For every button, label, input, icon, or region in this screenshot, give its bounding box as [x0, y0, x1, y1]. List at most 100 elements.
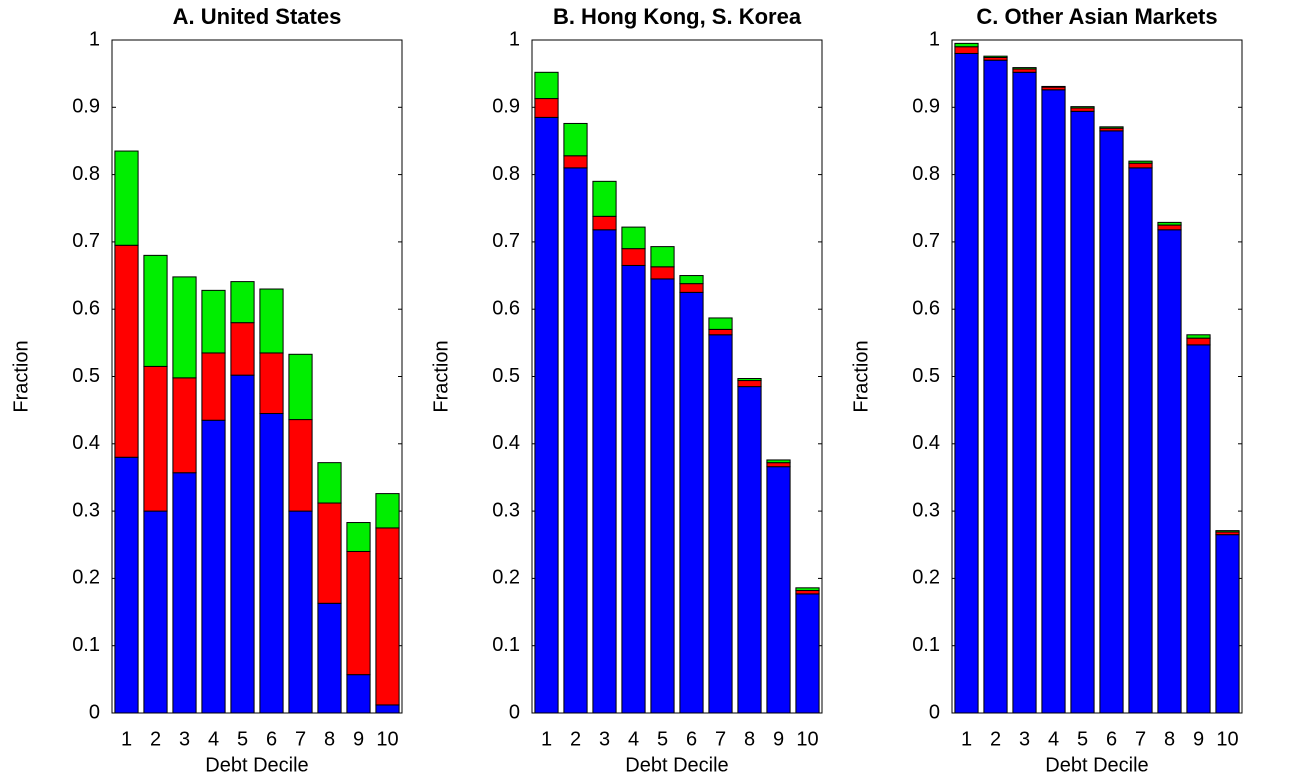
y-tick-label: 0.2 [72, 567, 100, 589]
x-tick-label: 2 [570, 728, 581, 750]
bar-segment [375, 527, 400, 706]
y-tick-label: 0.1 [912, 634, 940, 656]
x-tick-label: 9 [1193, 728, 1204, 750]
bar-segment [954, 52, 979, 714]
axes-box [111, 39, 403, 714]
x-tick-label: 7 [295, 728, 306, 750]
y-tick-label: 0.5 [912, 365, 940, 387]
axes-box [531, 39, 823, 714]
y-tick-label: 0.2 [492, 567, 520, 589]
y-tick-label: 0.4 [492, 432, 520, 454]
axes-box [951, 39, 1243, 714]
bar-segment [679, 275, 704, 285]
bar-segment [766, 466, 791, 714]
bar-segment [201, 419, 226, 714]
bar-segment [563, 167, 588, 714]
bar-segment [1215, 534, 1240, 714]
x-tick-label: 4 [628, 728, 639, 750]
y-axis-label: Fraction [430, 340, 452, 412]
bar-segment [954, 46, 979, 54]
bar-segment [288, 419, 313, 512]
bar-segment [621, 226, 646, 250]
y-tick-label: 0.4 [912, 432, 940, 454]
bar-segment [592, 180, 617, 217]
bar-segment [1128, 162, 1153, 169]
y-axis-label: Fraction [850, 340, 872, 412]
x-tick-label: 4 [1048, 728, 1059, 750]
chart-title: B. Hong Kong, S. Korea [553, 4, 802, 29]
x-tick-label: 9 [353, 728, 364, 750]
bar-segment [1099, 130, 1124, 714]
bar-segment [737, 380, 762, 388]
bar-segment [375, 704, 400, 714]
y-tick-label: 0.1 [72, 634, 100, 656]
bar-segment [201, 289, 226, 354]
bar-segment [1070, 107, 1095, 112]
y-tick-label: 0.2 [912, 567, 940, 589]
bar-segment [1041, 85, 1066, 88]
y-tick-label: 0.5 [72, 365, 100, 387]
bar-segment [114, 150, 139, 246]
x-tick-label: 8 [1164, 728, 1175, 750]
bar-segment [983, 59, 1008, 714]
y-tick-label: 0.7 [492, 230, 520, 252]
bar-segment [317, 462, 342, 504]
bar-segment [346, 674, 371, 714]
y-tick-label: 0.3 [912, 499, 940, 521]
x-tick-label: 3 [1019, 728, 1030, 750]
y-tick-label: 0.8 [492, 163, 520, 185]
x-tick-label: 4 [208, 728, 219, 750]
bar-segment [1128, 167, 1153, 714]
bar-segment [1215, 530, 1240, 533]
bar-segment [1012, 68, 1037, 73]
x-tick-label: 10 [796, 728, 818, 750]
bar-segment [795, 587, 820, 592]
bar-segment [1012, 71, 1037, 714]
y-tick-label: 0.6 [492, 297, 520, 319]
x-tick-label: 1 [961, 728, 972, 750]
y-tick-label: 0.8 [72, 163, 100, 185]
bar-segment [230, 374, 255, 714]
bar-segment [230, 322, 255, 376]
bar-segment [143, 365, 168, 512]
x-tick-label: 1 [121, 728, 132, 750]
bar-segment [795, 590, 820, 595]
y-tick-label: 0.7 [72, 230, 100, 252]
bar-segment [766, 459, 791, 464]
y-tick-label: 0.6 [72, 297, 100, 319]
x-tick-label: 7 [715, 728, 726, 750]
x-tick-label: 6 [266, 728, 277, 750]
y-tick-label: 0.9 [492, 96, 520, 118]
bar-segment [621, 248, 646, 266]
bar-segment [143, 510, 168, 714]
bar-segment [1186, 344, 1211, 714]
bar-segment [1157, 224, 1182, 231]
y-tick-label: 0.4 [72, 432, 100, 454]
bar-segment [708, 317, 733, 330]
y-tick-label: 0.3 [72, 499, 100, 521]
bar-segment [1070, 106, 1095, 109]
bar-segment [954, 42, 979, 48]
bar-segment [201, 352, 226, 421]
y-tick-label: 0.5 [492, 365, 520, 387]
bar-segment [259, 352, 284, 415]
bar-segment [737, 386, 762, 714]
x-tick-label: 2 [990, 728, 1001, 750]
bar-segment [1128, 160, 1153, 164]
chart-title: A. United States [173, 4, 342, 29]
bar-segment [534, 98, 559, 118]
bar-segment [288, 510, 313, 714]
bar-segment [534, 71, 559, 100]
x-tick-label: 1 [541, 728, 552, 750]
bar-segment [317, 602, 342, 714]
bar-segment [1157, 229, 1182, 714]
bar-segment [534, 116, 559, 714]
x-axis-label: Debt Decile [205, 754, 308, 776]
x-tick-label: 5 [657, 728, 668, 750]
bar-segment [650, 266, 675, 280]
x-tick-label: 8 [324, 728, 335, 750]
bar-segment [1099, 126, 1124, 129]
bar-segment [708, 328, 733, 336]
x-axis-label: Debt Decile [625, 754, 728, 776]
